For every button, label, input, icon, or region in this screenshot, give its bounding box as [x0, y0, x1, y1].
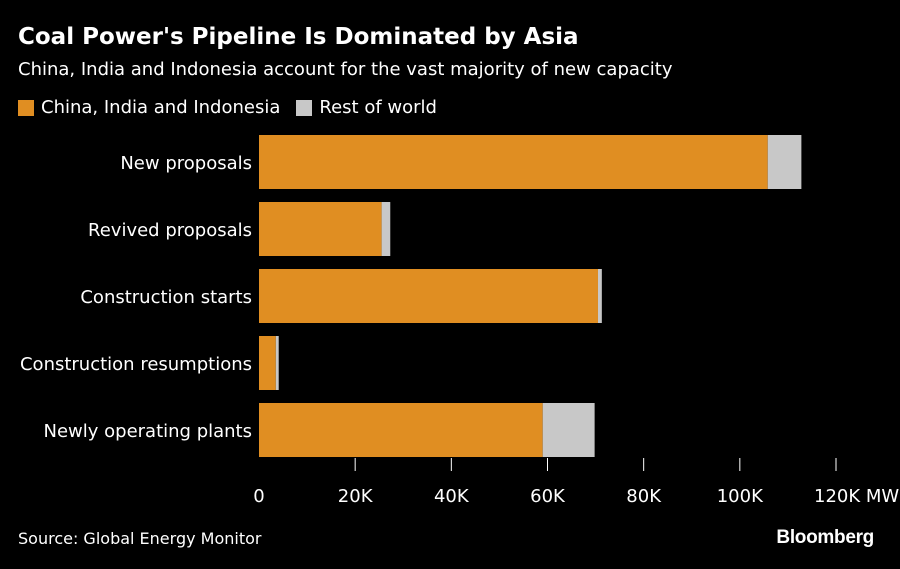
legend-item-rest-of-world: Rest of world — [296, 97, 437, 118]
bar-revived-proposals-asia — [259, 202, 382, 256]
category-label-revived-proposals: Revived proposals — [88, 220, 252, 241]
bar-new-proposals-asia — [259, 135, 768, 189]
chart-subtitle: China, India and Indonesia account for t… — [18, 59, 673, 80]
x-tick-label: 0 — [253, 486, 264, 507]
category-label-construction-starts: Construction starts — [80, 287, 252, 308]
legend-swatch-rest-of-world — [296, 99, 313, 116]
source-note: Source: Global Energy Monitor — [18, 529, 262, 548]
legend-item-asia: China, India and Indonesia — [18, 97, 280, 118]
bar-construction-starts-rest-of-world — [597, 269, 602, 323]
legend: China, India and Indonesia Rest of world — [18, 97, 453, 118]
x-tick-label: 100K — [717, 486, 764, 507]
x-tick-label: 60K — [530, 486, 566, 507]
bar-newly-operating-plants-rest-of-world — [542, 403, 595, 457]
bloomberg-logo: Bloomberg — [776, 527, 874, 548]
bar-new-proposals-rest-of-world — [767, 135, 802, 189]
bar-revived-proposals-rest-of-world — [381, 202, 391, 256]
bar-construction-starts-asia — [259, 269, 598, 323]
legend-swatch-asia — [18, 99, 34, 116]
bar-construction-resumptions-asia — [259, 336, 276, 390]
x-tick-label: 20K — [338, 486, 374, 507]
bar-newly-operating-plants-asia — [259, 403, 543, 457]
bar-construction-resumptions-rest-of-world — [275, 336, 279, 390]
category-label-construction-resumptions: Construction resumptions — [20, 354, 252, 375]
chart-title: Coal Power's Pipeline Is Dominated by As… — [18, 24, 579, 50]
category-label-new-proposals: New proposals — [120, 153, 252, 174]
x-tick-label: 40K — [434, 486, 470, 507]
category-label-newly-operating-plants: Newly operating plants — [44, 421, 253, 442]
legend-label-rest-of-world: Rest of world — [319, 97, 437, 118]
legend-label-asia: China, India and Indonesia — [41, 97, 281, 118]
x-tick-label: 80K — [626, 486, 662, 507]
x-tick-label: 120K MW — [814, 486, 899, 507]
